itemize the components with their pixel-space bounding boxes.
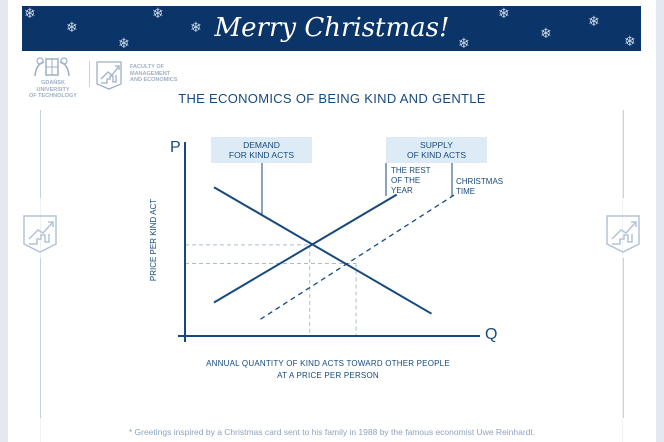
footer-note: * Greetings inspired by a Christmas card… (128, 427, 536, 437)
x-axis-label: ANNUAL QUANTITY OF KIND ACTS TOWARD OTHE… (150, 358, 506, 382)
logo-divider (89, 61, 90, 87)
faculty-name-line: MANAGEMENT (130, 70, 171, 77)
page-title: THE ECONOMICS OF BEING KIND AND GENTLE (178, 91, 486, 106)
snowflake-icon: ❄ (190, 20, 202, 34)
university-name-line: GDAŃSK UNIVERSITY (36, 80, 70, 93)
snowflake-icon: ❄ (540, 26, 552, 40)
x-axis-label-line: ANNUAL QUANTITY OF KIND ACTS TOWARD OTHE… (206, 359, 450, 368)
christmas-time-label: CHRISTMAS TIME (456, 177, 503, 197)
y-axis-label: PRICE PER KIND ACT (149, 198, 158, 282)
faculty-name-line: FACULTY OF (130, 64, 165, 70)
banner-title: Merry Christmas! (214, 13, 450, 43)
snowflake-icon: ❄ (24, 6, 36, 20)
snowflake-icon: ❄ (66, 20, 78, 34)
snowflake-icon: ❄ (458, 36, 470, 50)
rest-of-year-line: OF THE (391, 176, 421, 185)
y-axis-label-wrap: PRICE PER KIND ACT (148, 185, 160, 295)
growth-chart-icon (96, 61, 122, 90)
x-axis-letter: Q (485, 326, 498, 343)
university-name: GDAŃSK UNIVERSITY OF TECHNOLOGY (24, 80, 82, 100)
growth-chart-icon (606, 215, 640, 253)
rest-of-year-label: THE REST OF THE YEAR (391, 166, 431, 196)
banner: ❄ ❄ ❄ ❄ ❄ ❄ ❄ ❄ ❄ ❄ Merry Christmas! (22, 6, 641, 51)
rest-of-year-line: THE REST (391, 166, 431, 175)
y-axis-letter: P (170, 139, 181, 156)
crest-icon (34, 57, 70, 77)
christmas-card (8, 0, 656, 442)
side-line (623, 110, 624, 198)
x-axis-label-line: AT A PRICE PER PERSON (277, 371, 379, 380)
supply-curve-rest-of-year (213, 193, 398, 304)
demand-label-line: FOR KIND ACTS (228, 150, 295, 160)
faculty-name-line: AND ECONOMICS (130, 77, 178, 83)
faculty-name: FACULTY OF MANAGEMENT AND ECONOMICS (130, 64, 177, 84)
demand-label: DEMAND FOR KIND ACTS (211, 137, 312, 163)
side-line (40, 258, 41, 418)
side-line (40, 110, 41, 198)
side-line (623, 258, 624, 418)
demand-label-line: DEMAND (243, 140, 280, 150)
supply-label: SUPPLY OF KIND ACTS (386, 137, 487, 163)
rest-of-year-line: YEAR (391, 186, 413, 195)
christmas-time-line: CHRISTMAS (456, 177, 504, 186)
snowflake-icon: ❄ (498, 6, 510, 20)
snowflake-icon: ❄ (152, 6, 164, 20)
christmas-time-line: TIME (456, 187, 476, 196)
supply-curve-christmas (260, 194, 456, 320)
demand-curve (213, 186, 433, 315)
growth-chart-icon (23, 215, 57, 253)
snowflake-icon: ❄ (588, 14, 600, 28)
university-logo: GDAŃSK UNIVERSITY OF TECHNOLOGY (24, 56, 82, 99)
supply-label-line: SUPPLY (420, 140, 453, 150)
university-name-line: OF TECHNOLOGY (29, 93, 77, 99)
snowflake-icon: ❄ (624, 34, 636, 48)
supply-label-line: OF KIND ACTS (406, 150, 467, 160)
snowflake-icon: ❄ (118, 36, 130, 50)
